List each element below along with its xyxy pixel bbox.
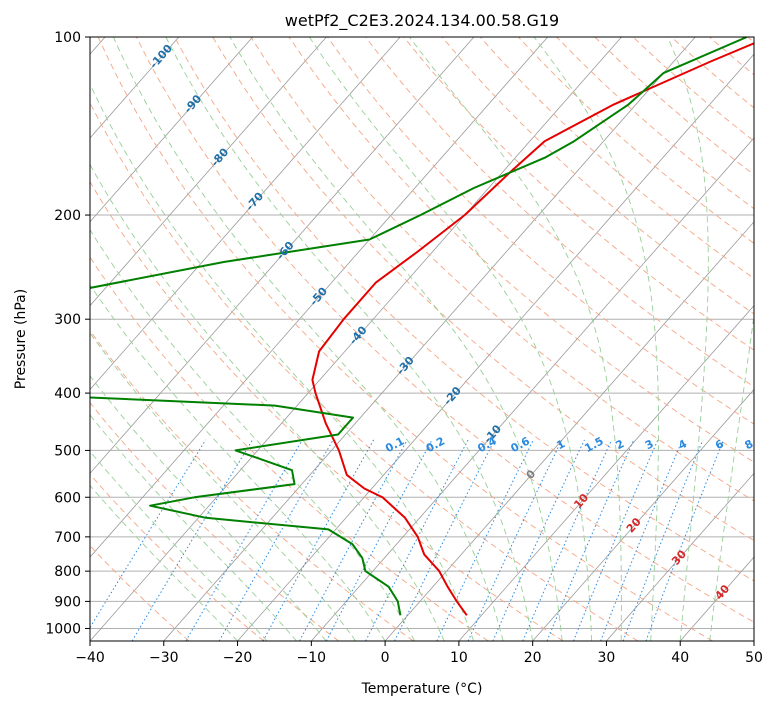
- dry-adiabat-line: [90, 101, 639, 641]
- background-lines: [90, 37, 754, 641]
- x-tick-label: −40: [75, 650, 105, 666]
- isotherm-line: [90, 37, 475, 474]
- y-tick-label: 800: [54, 564, 81, 580]
- moist-adiabat-line: [409, 37, 622, 641]
- isotherm-line: [606, 472, 754, 641]
- mixing-ratio-line: [546, 439, 635, 641]
- moist-adiabat-line: [112, 37, 504, 641]
- moist-adiabat-line: [90, 332, 356, 641]
- moist-adiabat-line: [90, 163, 445, 641]
- moist-adiabat-line: [90, 484, 238, 641]
- y-tick-label: 1000: [45, 621, 81, 637]
- dry-adiabat-line: [90, 473, 265, 641]
- isotherm-line: [90, 37, 622, 641]
- mixing-ratio-line: [185, 439, 303, 641]
- mixing-ratio-line: [394, 439, 496, 641]
- dry-adiabat-line: [288, 37, 754, 463]
- x-tick-label: −10: [297, 650, 327, 666]
- mixing-ratio-line: [365, 439, 469, 641]
- moist-adiabat-line: [90, 450, 268, 641]
- y-tick-label: 700: [54, 530, 81, 546]
- temperature-profile-line: [311, 42, 754, 616]
- y-tick-label: 100: [54, 30, 81, 46]
- y-tick-label: 200: [54, 208, 81, 224]
- mixing-ratio-line: [218, 439, 334, 641]
- moist-adiabat-line: [90, 414, 297, 641]
- dry-adiabat-line: [97, 37, 713, 641]
- dry-adiabat-line: [327, 37, 754, 425]
- moist-adiabat-line: [709, 312, 754, 641]
- mixing-ratio-line: [492, 439, 585, 641]
- isotherm-line: [532, 388, 754, 641]
- plot-frame: [89, 36, 755, 642]
- isotherm-line: [90, 37, 401, 391]
- isotherm-line: [90, 37, 253, 223]
- y-tick-label: 600: [54, 490, 81, 506]
- moist-adiabat-line: [667, 37, 709, 641]
- dry-adiabat-line: [174, 37, 754, 582]
- moist-adiabat-line: [229, 37, 563, 641]
- x-tick-label: 30: [598, 650, 616, 666]
- moist-adiabat-line: [90, 284, 386, 641]
- dry-adiabat-line: [90, 402, 339, 641]
- x-tick-label: −20: [223, 650, 253, 666]
- isotherm-line: [163, 37, 696, 641]
- profile-lines: [90, 37, 754, 616]
- isotherm-line: [384, 221, 754, 641]
- mixing-ratio-line: [467, 439, 563, 641]
- x-axis-title: Temperature (°C): [361, 681, 483, 697]
- chart-title: wetPf2_C2E3.2024.134.00.58.G19: [285, 11, 559, 31]
- dry-adiabat-line: [90, 180, 564, 641]
- isotherm-line: [458, 305, 754, 641]
- dry-adiabat-line: [90, 545, 190, 641]
- moist-adiabat-line: [90, 83, 475, 641]
- dry-adiabat-line: [441, 37, 754, 315]
- y-tick-label: 900: [54, 594, 81, 610]
- isotherm-line: [90, 37, 549, 558]
- y-tick-label: 500: [54, 443, 81, 459]
- y-axis-title: Pressure (hPa): [13, 289, 29, 389]
- y-axis: 100 200 300 400 500 600 700 800 900 1000: [45, 30, 90, 637]
- x-axis: −40 −30 −20 −10 0 10 20 30 40 50: [75, 641, 763, 666]
- moist-adiabat-line: [533, 37, 659, 641]
- moist-adiabat-line: [165, 37, 534, 641]
- isotherm-line: [237, 53, 754, 641]
- mixing-ratio-label: 8: [743, 437, 756, 452]
- dry-adiabat-line: [250, 37, 754, 502]
- mixing-ratio-line: [90, 439, 207, 629]
- dry-adiabat-line: [135, 37, 754, 623]
- y-tick-label: 400: [54, 386, 81, 402]
- x-tick-label: −30: [149, 650, 179, 666]
- x-tick-label: 20: [524, 650, 542, 666]
- x-tick-label: 50: [745, 650, 763, 666]
- x-tick-label: 40: [671, 650, 689, 666]
- mixing-ratio-line: [131, 439, 253, 641]
- y-tick-label: 300: [54, 312, 81, 328]
- isotherm-line: [90, 37, 327, 307]
- x-tick-label: 0: [381, 650, 390, 666]
- dry-adiabat-line: [90, 329, 414, 641]
- mixing-ratio-line: [522, 439, 613, 641]
- dry-adiabat-line: [212, 37, 754, 542]
- mixing-ratio-line: [262, 439, 375, 641]
- moist-adiabat-line: [309, 37, 593, 641]
- dewpoint-profile-line: [90, 37, 748, 616]
- moist-adiabat-line: [90, 375, 327, 641]
- x-tick-label: 10: [450, 650, 468, 666]
- dry-adiabat-line: [90, 256, 489, 641]
